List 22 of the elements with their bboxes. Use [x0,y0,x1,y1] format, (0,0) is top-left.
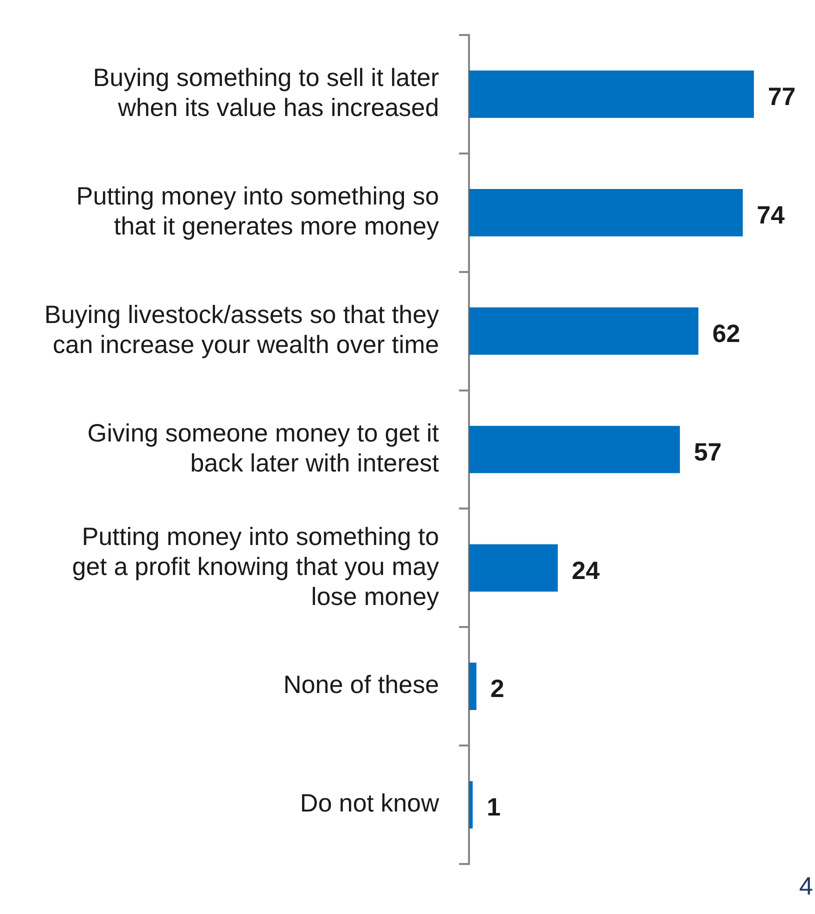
y-tick-label: None of these [283,671,439,700]
data-label: 1 [486,794,501,822]
data-label: 74 [756,202,785,230]
y-tick-label: Putting money into something so that it generates more money [76,182,440,241]
y-tick-label: Giving someone money to get it back later with interest [87,419,440,478]
bar [469,188,743,236]
bar [469,70,754,118]
data-label: 62 [712,320,740,348]
y-tick-label: Do not know [300,790,440,818]
bar [469,426,680,474]
bar [469,307,698,355]
text: 4 [799,872,814,900]
data-label: 24 [572,556,600,585]
data-label: 57 [694,438,722,466]
bar [469,781,473,828]
y-tick-label: Buying livestock/assets so that they can increase your wealth over time [44,300,440,359]
data-label: 2 [490,675,504,704]
data-label: 77 [768,83,796,112]
bar [469,544,558,592]
bar [469,662,476,710]
y-tick-label: Buying something to sell it later when its value has increased [92,64,439,122]
y-tick-label: Putting money into something to get a profit knowing that you may lose money [72,522,440,611]
